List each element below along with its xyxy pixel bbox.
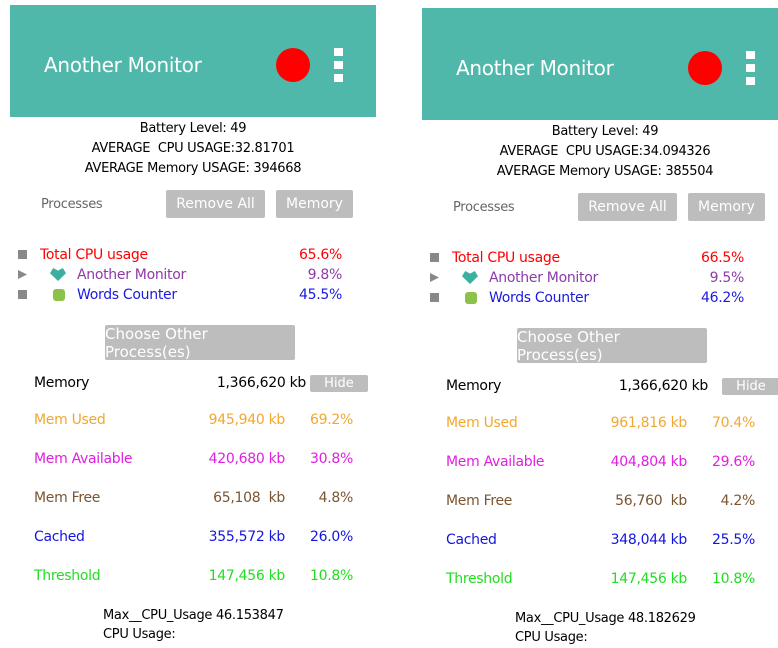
memory-name: Mem Free bbox=[34, 490, 101, 506]
memory-name: Threshold bbox=[446, 571, 513, 587]
choose-process-button[interactable]: Choose Other Process(es) bbox=[517, 328, 707, 364]
processes-label: Processes bbox=[453, 200, 515, 215]
memory-kb: 961,816 kb bbox=[610, 415, 688, 431]
memory-name: Mem Used bbox=[446, 415, 518, 431]
record-button[interactable] bbox=[276, 48, 310, 82]
processes-label: Processes bbox=[41, 197, 103, 212]
hide-button[interactable]: Hide bbox=[722, 378, 778, 395]
phone-screen: Another Monitor Battery Level: 49 AVERAGE … bbox=[422, 8, 778, 648]
memory-button[interactable]: Memory bbox=[276, 190, 353, 218]
choose-process-button[interactable]: Choose Other Process(es) bbox=[105, 325, 295, 361]
phone-screen: Another Monitor Battery Level: 49 AVERAGE … bbox=[10, 5, 376, 645]
memory-kb: 945,940 kb bbox=[208, 412, 286, 428]
process-toggle[interactable] bbox=[18, 270, 27, 279]
stat-line: AVERAGE Memory USAGE: 385504 bbox=[496, 164, 714, 179]
app-title: Another Monitor bbox=[44, 53, 202, 77]
memory-name: Threshold bbox=[34, 568, 101, 584]
memory-kb: 420,680 kb bbox=[208, 451, 286, 467]
memory-percent: 25.5% bbox=[712, 532, 755, 548]
memory-percent: 26.0% bbox=[310, 529, 353, 545]
app-icon bbox=[53, 289, 65, 301]
memory-kb: 56,760 kb bbox=[615, 493, 687, 509]
memory-label: Memory bbox=[446, 378, 502, 394]
footer-line: CPU Usage: bbox=[515, 630, 588, 645]
process-toggle[interactable] bbox=[430, 253, 439, 262]
memory-percent: 70.4% bbox=[712, 415, 755, 431]
memory-percent: 4.8% bbox=[318, 490, 354, 506]
process-toggle[interactable] bbox=[18, 290, 27, 299]
memory-kb: 404,804 kb bbox=[610, 454, 688, 470]
memory-total: 1,366,620 kb bbox=[618, 378, 708, 394]
memory-label: Memory bbox=[34, 375, 90, 391]
process-cpu: 9.8% bbox=[307, 267, 343, 283]
process-cpu: 45.5% bbox=[299, 287, 342, 303]
app-bar: Another Monitor bbox=[422, 8, 778, 120]
hide-button[interactable]: Hide bbox=[310, 375, 368, 392]
memory-kb: 348,044 kb bbox=[610, 532, 688, 548]
menu-dot bbox=[334, 48, 343, 56]
process-name: Another Monitor bbox=[77, 267, 186, 283]
remove-all-button[interactable]: Remove All bbox=[166, 190, 265, 218]
process-toggle[interactable] bbox=[430, 273, 439, 282]
memory-name: Mem Free bbox=[446, 493, 513, 509]
stat-line: Battery Level: 49 bbox=[139, 121, 247, 136]
memory-button[interactable]: Memory bbox=[688, 193, 765, 221]
memory-percent: 69.2% bbox=[310, 412, 353, 428]
stat-line: Battery Level: 49 bbox=[551, 124, 659, 139]
memory-total: 1,366,620 kb bbox=[216, 375, 306, 391]
memory-name: Mem Available bbox=[34, 451, 133, 467]
overflow-menu[interactable] bbox=[334, 48, 344, 82]
record-button[interactable] bbox=[688, 51, 722, 85]
memory-percent: 29.6% bbox=[712, 454, 755, 470]
process-cpu: 65.6% bbox=[299, 247, 342, 263]
memory-name: Mem Used bbox=[34, 412, 106, 428]
process-name: Total CPU usage bbox=[452, 250, 560, 266]
memory-percent: 10.8% bbox=[310, 568, 353, 584]
process-cpu: 46.2% bbox=[701, 290, 744, 306]
footer-line: Max__CPU_Usage 48.182629 bbox=[515, 611, 696, 626]
process-cpu: 9.5% bbox=[709, 270, 745, 286]
app-icon bbox=[465, 292, 477, 304]
memory-name: Mem Available bbox=[446, 454, 545, 470]
process-name: Words Counter bbox=[489, 290, 589, 306]
memory-percent: 30.8% bbox=[310, 451, 353, 467]
remove-all-button[interactable]: Remove All bbox=[578, 193, 677, 221]
process-toggle[interactable] bbox=[430, 293, 439, 302]
menu-dot bbox=[746, 64, 755, 72]
memory-kb: 147,456 kb bbox=[610, 571, 688, 587]
memory-kb: 147,456 kb bbox=[208, 568, 286, 584]
process-cpu: 66.5% bbox=[701, 250, 744, 266]
memory-percent: 10.8% bbox=[712, 571, 755, 587]
stat-line: AVERAGE CPU USAGE:34.094326 bbox=[499, 144, 711, 159]
process-name: Another Monitor bbox=[489, 270, 598, 286]
menu-dot bbox=[334, 74, 343, 82]
memory-kb: 65,108 kb bbox=[213, 490, 285, 506]
process-name: Words Counter bbox=[77, 287, 177, 303]
app-bar: Another Monitor bbox=[10, 5, 376, 117]
process-name: Total CPU usage bbox=[40, 247, 148, 263]
memory-name: Cached bbox=[446, 532, 497, 548]
memory-kb: 355,572 kb bbox=[208, 529, 286, 545]
memory-percent: 4.2% bbox=[720, 493, 756, 509]
menu-dot bbox=[334, 61, 343, 69]
footer-line: Max__CPU_Usage 46.153847 bbox=[103, 608, 284, 623]
stat-line: AVERAGE Memory USAGE: 394668 bbox=[84, 161, 302, 176]
memory-name: Cached bbox=[34, 529, 85, 545]
menu-dot bbox=[746, 77, 755, 85]
footer-line: CPU Usage: bbox=[103, 627, 176, 642]
menu-dot bbox=[746, 51, 755, 59]
app-icon bbox=[50, 268, 66, 281]
app-title: Another Monitor bbox=[456, 56, 614, 80]
app-icon bbox=[462, 271, 478, 284]
process-toggle[interactable] bbox=[18, 250, 27, 259]
overflow-menu[interactable] bbox=[746, 51, 756, 85]
stat-line: AVERAGE CPU USAGE:32.81701 bbox=[91, 141, 295, 156]
